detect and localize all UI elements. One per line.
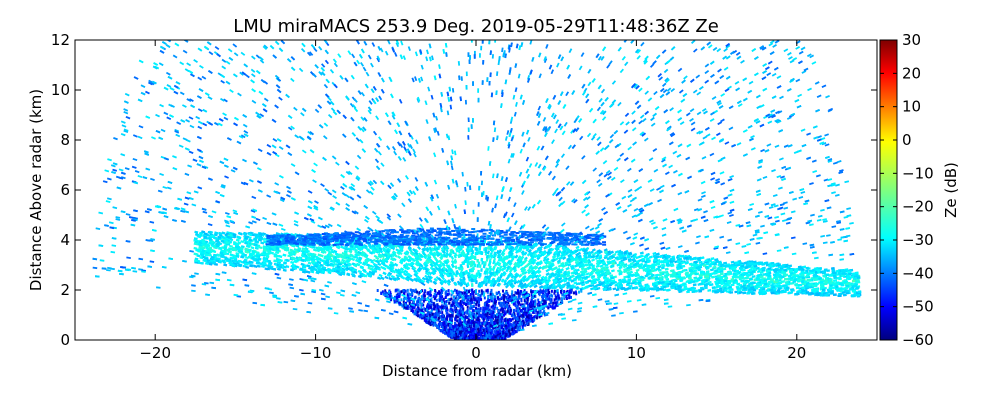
plot-frame — [75, 40, 877, 340]
x-tick-label: 10 — [627, 344, 646, 362]
colorbar-tick-label: 10 — [902, 98, 921, 116]
radar-reflectivity-field — [93, 38, 862, 341]
colorbar-tick-label: −10 — [902, 164, 934, 182]
chart-title: LMU miraMACS 253.9 Deg. 2019-05-29T11:48… — [233, 16, 719, 37]
colorbar — [880, 40, 897, 340]
y-tick-label: 12 — [51, 31, 70, 49]
colorbar-tick-label: 0 — [902, 131, 912, 149]
colorbar-tick-label: 30 — [902, 31, 921, 49]
colorbar-tick-label: 20 — [902, 64, 921, 82]
colorbar-tick-label: −20 — [902, 198, 934, 216]
y-tick-label: 4 — [60, 231, 70, 249]
y-tick-label: 6 — [60, 181, 70, 199]
x-tick-label: 20 — [787, 344, 806, 362]
x-tick-label: 0 — [471, 344, 481, 362]
y-tick-label: 8 — [60, 131, 70, 149]
x-tick-label: −20 — [139, 344, 171, 362]
x-tick-label: −10 — [300, 344, 332, 362]
colorbar-label: Ze (dB) — [942, 162, 960, 218]
y-tick-label: 2 — [60, 281, 70, 299]
colorbar-tick-label: −60 — [902, 331, 934, 349]
y-tick-label: 10 — [51, 81, 70, 99]
colorbar-tick-label: −50 — [902, 298, 934, 316]
x-axis-label: Distance from radar (km) — [382, 362, 572, 380]
colorbar-tick-label: −40 — [902, 264, 934, 282]
y-tick-label: 0 — [60, 331, 70, 349]
y-axis-label: Distance Above radar (km) — [27, 89, 45, 291]
colorbar-tick-label: −30 — [902, 231, 934, 249]
